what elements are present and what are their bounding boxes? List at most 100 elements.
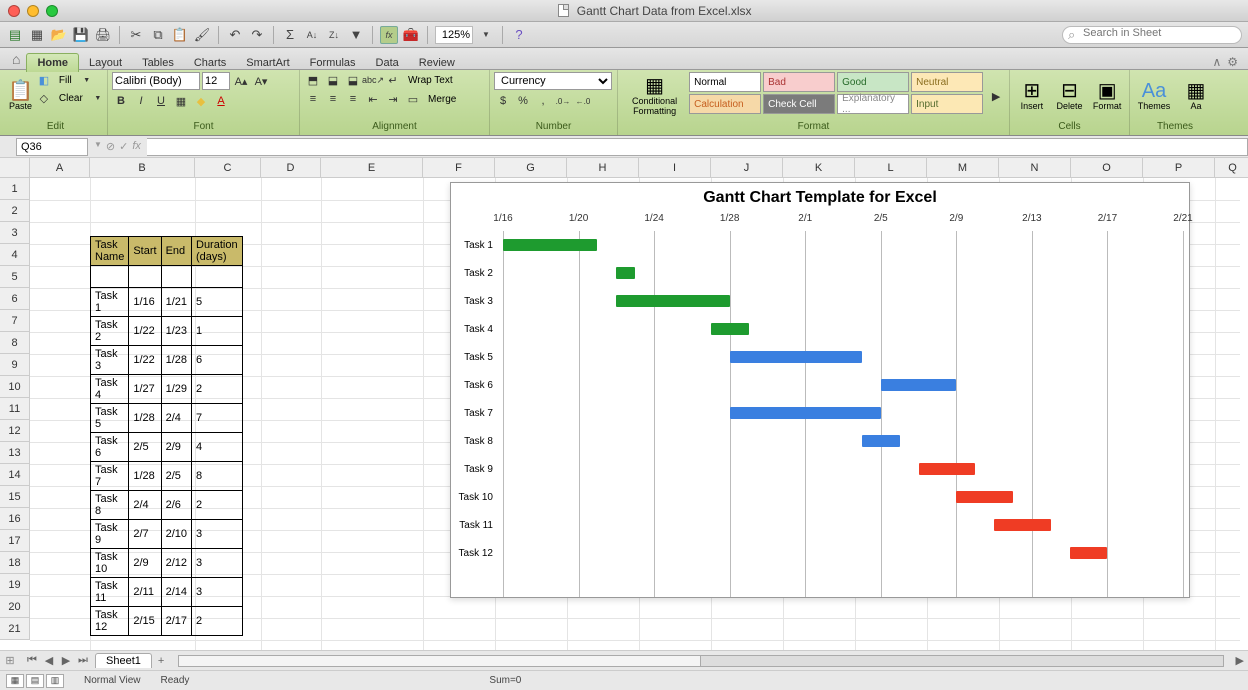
cell-style-checkcell[interactable]: Check Cell [763, 94, 835, 114]
table-header[interactable]: Start [129, 237, 161, 266]
sort-desc-icon[interactable]: Z↓ [325, 26, 343, 44]
shrink-font-icon[interactable]: A▾ [252, 73, 270, 89]
table-cell[interactable]: 1/29 [161, 375, 191, 404]
delete-cells-button[interactable]: ⊟Delete [1052, 72, 1088, 120]
gantt-bar[interactable] [994, 519, 1051, 531]
table-cell[interactable]: 1 [192, 317, 243, 346]
align-middle-icon[interactable]: ⬓ [324, 72, 342, 88]
select-all-corner[interactable] [0, 158, 30, 178]
align-center-icon[interactable]: ≡ [324, 91, 342, 107]
print-icon[interactable]: 🖨 [94, 26, 112, 44]
table-cell[interactable]: 1/23 [161, 317, 191, 346]
cell-style-input[interactable]: Input [911, 94, 983, 114]
column-header[interactable]: C [195, 158, 261, 178]
table-cell[interactable]: 3 [192, 578, 243, 607]
row-header[interactable]: 4 [0, 244, 30, 266]
namebox-dropdown-icon[interactable]: ▼ [94, 140, 102, 153]
fx-icon[interactable]: fx [132, 140, 141, 153]
column-header[interactable]: A [30, 158, 90, 178]
currency-icon[interactable]: $ [494, 93, 512, 109]
table-cell[interactable]: 8 [192, 462, 243, 491]
ribbon-collapse-icon[interactable]: ∧ [1212, 55, 1221, 69]
column-header[interactable]: K [783, 158, 855, 178]
layout-view-button[interactable]: ▤ [26, 674, 44, 688]
row-header[interactable]: 1 [0, 178, 30, 200]
gantt-chart[interactable]: Gantt Chart Template for Excel1/161/201/… [450, 182, 1190, 598]
scrollbar-thumb[interactable] [179, 656, 701, 666]
table-cell[interactable]: 2/17 [161, 607, 191, 636]
column-header[interactable]: E [321, 158, 423, 178]
table-cell[interactable]: 2/6 [161, 491, 191, 520]
table-cell[interactable]: Task 11 [91, 578, 129, 607]
table-cell[interactable]: 2/7 [129, 520, 161, 549]
insert-cells-button[interactable]: ⊞Insert [1014, 72, 1050, 120]
table-cell[interactable]: 2/4 [129, 491, 161, 520]
wrap-text-icon[interactable]: ↵ [384, 72, 402, 88]
bold-button[interactable]: B [112, 93, 130, 109]
name-box[interactable]: Q36 [16, 138, 88, 156]
clear-label[interactable]: Clear [55, 93, 87, 104]
sheet-last-icon[interactable]: ⏭ [75, 654, 91, 667]
zoom-window-button[interactable] [46, 5, 58, 17]
row-header[interactable]: 10 [0, 376, 30, 398]
orientation-icon[interactable]: abc↗ [364, 72, 382, 88]
comma-icon[interactable]: , [534, 93, 552, 109]
table-cell[interactable]: 1/28 [161, 346, 191, 375]
gantt-bar[interactable] [730, 407, 881, 419]
table-cell[interactable]: 7 [192, 404, 243, 433]
zoom-input[interactable] [435, 26, 473, 44]
column-header[interactable]: L [855, 158, 927, 178]
font-color-icon[interactable]: A [212, 93, 230, 109]
table-header[interactable]: Task Name [91, 237, 129, 266]
table-cell[interactable]: 1/22 [129, 317, 161, 346]
column-header[interactable]: J [711, 158, 783, 178]
zoom-dropdown-icon[interactable]: ▼ [477, 26, 495, 44]
gantt-bar[interactable] [730, 351, 862, 363]
table-cell[interactable]: Task 3 [91, 346, 129, 375]
column-header[interactable]: P [1143, 158, 1215, 178]
redo-icon[interactable]: ↷ [248, 26, 266, 44]
filter-icon[interactable]: ▼ [347, 26, 365, 44]
gantt-bar[interactable] [881, 379, 957, 391]
table-cell[interactable]: 5 [192, 288, 243, 317]
close-window-button[interactable] [8, 5, 20, 17]
gantt-bar[interactable] [616, 295, 729, 307]
pagebreak-view-button[interactable]: ▥ [46, 674, 64, 688]
cell-style-normal[interactable]: Normal [689, 72, 761, 92]
table-cell[interactable]: 2/5 [161, 462, 191, 491]
fill-dropdown-icon[interactable]: ▼ [78, 72, 96, 88]
align-top-icon[interactable]: ⬒ [304, 72, 322, 88]
italic-button[interactable]: I [132, 93, 150, 109]
row-header[interactable]: 17 [0, 530, 30, 552]
styles-more-icon[interactable]: ▶ [987, 89, 1005, 105]
gantt-bar[interactable] [1070, 547, 1108, 559]
sheet-prev-icon[interactable]: ◀ [41, 654, 57, 667]
add-sheet-button[interactable]: + [152, 655, 170, 667]
row-header[interactable]: 9 [0, 354, 30, 376]
table-cell[interactable] [161, 266, 191, 288]
new-icon[interactable]: ▦ [28, 26, 46, 44]
toolbox-icon[interactable]: 🧰 [402, 26, 420, 44]
table-cell[interactable]: 2/15 [129, 607, 161, 636]
theme-aa-button[interactable]: ▦Aa [1178, 72, 1214, 120]
table-cell[interactable]: Task 8 [91, 491, 129, 520]
align-right-icon[interactable]: ≡ [344, 91, 362, 107]
table-cell[interactable]: Task 2 [91, 317, 129, 346]
sort-asc-icon[interactable]: A↓ [303, 26, 321, 44]
table-cell[interactable]: 1/22 [129, 346, 161, 375]
excel-icon[interactable]: ▤ [6, 26, 24, 44]
cell-style-bad[interactable]: Bad [763, 72, 835, 92]
save-icon[interactable]: 💾 [72, 26, 90, 44]
formula-input[interactable] [147, 138, 1248, 156]
percent-icon[interactable]: % [514, 93, 532, 109]
indent-inc-icon[interactable]: ⇥ [384, 91, 402, 107]
gantt-bar[interactable] [503, 239, 597, 251]
align-bottom-icon[interactable]: ⬓ [344, 72, 362, 88]
cell-style-good[interactable]: Good [837, 72, 909, 92]
conditional-formatting-button[interactable]: ▦ Conditional Formatting [622, 72, 687, 120]
cut-icon[interactable]: ✂ [127, 26, 145, 44]
row-header[interactable]: 6 [0, 288, 30, 310]
autosum-icon[interactable]: Σ [281, 26, 299, 44]
indent-dec-icon[interactable]: ⇤ [364, 91, 382, 107]
clear-icon[interactable]: ◇ [35, 90, 53, 106]
